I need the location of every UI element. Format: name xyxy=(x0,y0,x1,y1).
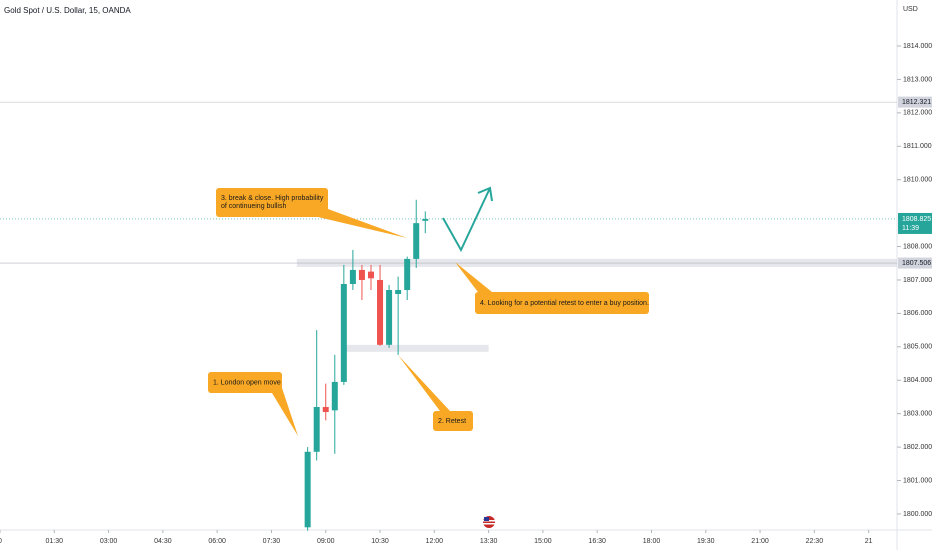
level-label: 1807.506 xyxy=(902,260,931,267)
x-tick-label: 07:30 xyxy=(263,538,281,545)
x-tick-label: 03:00 xyxy=(100,538,118,545)
y-tick-label: 1811.000 xyxy=(903,143,932,150)
x-tick-label: 04:30 xyxy=(154,538,172,545)
y-tick-label: 1803.000 xyxy=(903,411,932,418)
candle-body xyxy=(358,269,365,280)
callout-pointer xyxy=(398,355,450,411)
x-tick-label: 01:30 xyxy=(46,538,64,545)
y-tick-label: 1800.000 xyxy=(903,511,932,518)
y-tick-label: 1810.000 xyxy=(903,177,932,184)
y-tick-label: 1814.000 xyxy=(903,43,932,50)
candle-body xyxy=(413,223,420,259)
callout-text: 3. break & close. High probability xyxy=(221,195,324,202)
y-tick-label: 1807.000 xyxy=(903,277,932,284)
y-tick-label: 1806.000 xyxy=(903,310,932,317)
currency: USD xyxy=(903,6,918,13)
countdown-label: 11:39 xyxy=(902,225,919,232)
x-tick-label: 15:00 xyxy=(534,538,552,545)
y-tick-label: 1801.000 xyxy=(903,477,932,484)
candle-body xyxy=(386,290,393,345)
candle-body xyxy=(340,283,347,382)
y-tick-label: 1805.000 xyxy=(903,344,932,351)
callout-text: of continueing bullish xyxy=(221,203,286,210)
x-tick-label: 22:30 xyxy=(806,538,824,545)
x-tick-label: 13:30 xyxy=(480,538,498,545)
callout-pointer xyxy=(272,385,298,436)
x-tick-label: 19:30 xyxy=(697,538,715,545)
last-price-label: 1808.825 xyxy=(902,216,931,223)
x-tick-label: 09:00 xyxy=(317,538,335,545)
candle-body xyxy=(377,279,384,345)
candle-body xyxy=(422,218,429,221)
callout-pointer xyxy=(318,209,407,238)
candle-body xyxy=(349,269,356,284)
zone xyxy=(345,344,489,352)
x-tick-label: 21 xyxy=(865,538,873,545)
y-tick-label: 1813.000 xyxy=(903,76,932,83)
x-tick-label: 06:00 xyxy=(208,538,226,545)
x-tick-label: 12:00 xyxy=(426,538,444,545)
callout-box xyxy=(208,372,282,393)
x-tick-label: 18:00 xyxy=(643,538,661,545)
candle-body xyxy=(322,406,329,413)
chart-title: Gold Spot / U.S. Dollar, 15, OANDA xyxy=(4,6,131,15)
last-price-box xyxy=(898,212,932,234)
y-tick-label: 1812.000 xyxy=(903,110,932,117)
projection-arrow xyxy=(442,187,491,253)
callout-text: 1. London open move xyxy=(213,379,281,386)
candle-body xyxy=(331,381,338,411)
callout-pointer xyxy=(455,262,492,292)
candle-body xyxy=(404,258,411,291)
y-tick-label: 1804.000 xyxy=(903,377,932,384)
x-tick-label: 21:00 xyxy=(751,538,769,545)
candle-body xyxy=(367,271,374,279)
candle-body xyxy=(395,290,402,295)
level-label: 1812.321 xyxy=(902,99,931,106)
projection-arrowhead xyxy=(477,186,493,202)
x-tick-label: 16:30 xyxy=(588,538,606,545)
us-flag-icon xyxy=(483,516,495,528)
y-tick-label: 1802.000 xyxy=(903,444,932,451)
level-label-box xyxy=(898,257,932,269)
callout-box xyxy=(475,292,649,314)
y-tick-label: 1808.000 xyxy=(903,243,932,250)
candle-body xyxy=(304,451,311,528)
candle-body xyxy=(313,406,320,452)
callout-box xyxy=(433,411,473,431)
callout-text: 4. Looking for a potential retest to ent… xyxy=(480,300,649,307)
x-tick-label: 10:30 xyxy=(371,538,389,545)
callout-box xyxy=(216,188,328,217)
level-label-box xyxy=(898,96,932,108)
callout-text: 2. Retest xyxy=(438,418,466,425)
x-tick-label: 0 xyxy=(0,538,2,545)
